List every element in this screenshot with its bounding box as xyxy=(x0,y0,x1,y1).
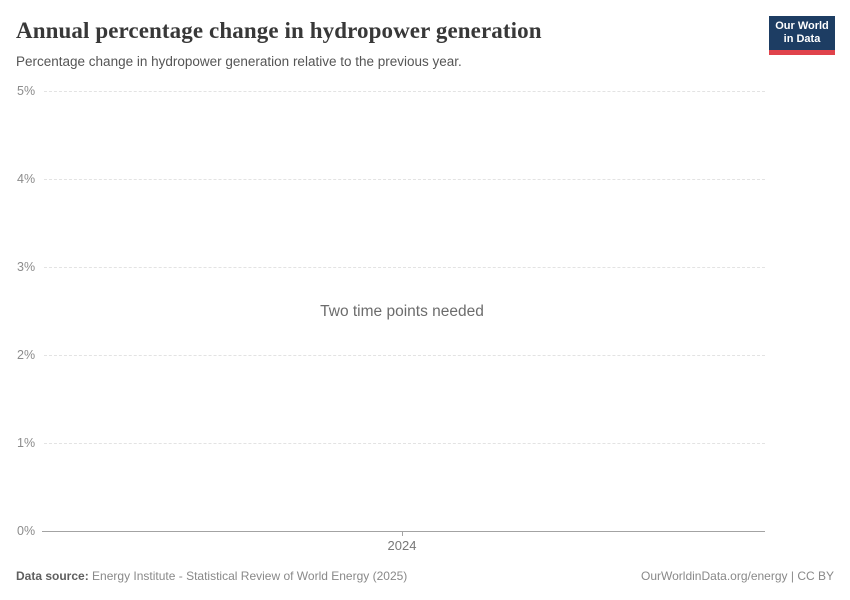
owid-logo[interactable]: Our World in Data xyxy=(769,16,835,55)
y-axis-tick-label: 3% xyxy=(17,260,36,274)
empty-state-message: Two time points needed xyxy=(320,303,484,320)
gridline xyxy=(44,91,765,92)
gridline xyxy=(44,267,765,268)
owid-logo-line1: Our World xyxy=(775,20,829,32)
x-axis-tick-mark xyxy=(402,531,403,536)
y-axis-tick-label: 2% xyxy=(17,348,36,362)
data-source-note: Data source: Energy Institute - Statisti… xyxy=(16,569,407,583)
gridline xyxy=(44,355,765,356)
gridline xyxy=(44,179,765,180)
gridline xyxy=(44,443,765,444)
y-axis-tick-label: 1% xyxy=(17,436,36,450)
x-axis-line xyxy=(42,531,765,532)
x-axis-tick-label: 2024 xyxy=(387,538,417,553)
y-axis-tick-label: 4% xyxy=(17,172,36,186)
data-source-label: Data source: xyxy=(16,569,89,583)
owid-credit-link[interactable]: OurWorldinData.org/energy | CC BY xyxy=(641,569,834,583)
owid-logo-line2: in Data xyxy=(783,33,821,45)
y-axis-tick-label: 0% xyxy=(17,524,36,538)
chart-subtitle: Percentage change in hydropower generati… xyxy=(16,54,462,69)
data-source-value: Energy Institute - Statistical Review of… xyxy=(92,569,408,583)
chart-title: Annual percentage change in hydropower g… xyxy=(16,18,542,43)
y-axis-tick-label: 5% xyxy=(17,84,36,98)
